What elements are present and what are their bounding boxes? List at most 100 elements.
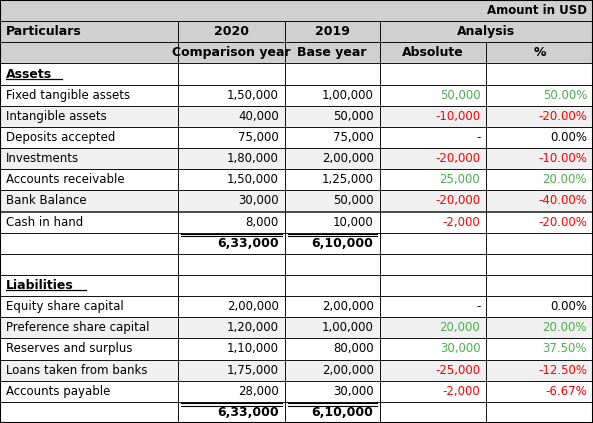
Text: -12.50%: -12.50%: [538, 364, 587, 376]
Text: Analysis: Analysis: [457, 25, 515, 38]
Bar: [0, 127, 593, 148]
Text: -20,000: -20,000: [435, 152, 480, 165]
Text: -20.00%: -20.00%: [538, 110, 587, 123]
Text: 37.50%: 37.50%: [543, 343, 587, 355]
Text: 2,00,000: 2,00,000: [322, 152, 374, 165]
Bar: [0, 85, 178, 106]
Text: 1,80,000: 1,80,000: [227, 152, 279, 165]
Bar: [285, 63, 380, 85]
Bar: [380, 296, 486, 317]
Text: Loans taken from banks: Loans taken from banks: [6, 364, 148, 376]
Text: -20.00%: -20.00%: [538, 216, 587, 228]
Bar: [380, 212, 486, 233]
Bar: [486, 317, 593, 338]
Text: 30,000: 30,000: [238, 195, 279, 207]
Bar: [486, 254, 593, 275]
Text: 6,10,000: 6,10,000: [312, 237, 374, 250]
Bar: [486, 127, 593, 148]
Bar: [0, 148, 178, 169]
Bar: [178, 275, 285, 296]
Text: 1,75,000: 1,75,000: [227, 364, 279, 376]
Text: 25,000: 25,000: [439, 173, 480, 186]
Bar: [380, 275, 486, 296]
Text: 20,000: 20,000: [439, 321, 480, 334]
Bar: [0, 275, 593, 296]
Bar: [285, 338, 380, 360]
Bar: [285, 190, 380, 212]
Bar: [0, 275, 178, 296]
Text: 2019: 2019: [315, 25, 349, 38]
Text: 6,10,000: 6,10,000: [312, 406, 374, 419]
Bar: [0, 63, 593, 85]
Text: -10.00%: -10.00%: [538, 152, 587, 165]
Bar: [285, 381, 380, 402]
Bar: [178, 381, 285, 402]
Bar: [0, 233, 178, 254]
Bar: [0, 106, 593, 127]
Bar: [0, 63, 178, 85]
Bar: [285, 360, 380, 381]
Bar: [0, 42, 178, 63]
Text: 2,00,000: 2,00,000: [322, 364, 374, 376]
Bar: [486, 360, 593, 381]
Bar: [0, 296, 593, 317]
Bar: [0, 233, 593, 254]
Bar: [486, 106, 593, 127]
Bar: [0, 21, 178, 42]
Bar: [0, 0, 593, 21]
Text: 1,00,000: 1,00,000: [322, 89, 374, 102]
Text: -10,000: -10,000: [435, 110, 480, 123]
Bar: [380, 402, 486, 423]
Bar: [0, 381, 593, 402]
Bar: [486, 402, 593, 423]
Text: Base year: Base year: [297, 47, 367, 59]
Bar: [0, 254, 178, 275]
Bar: [178, 402, 285, 423]
Bar: [0, 190, 178, 212]
Text: 2,00,000: 2,00,000: [322, 300, 374, 313]
Bar: [0, 0, 593, 21]
Text: Accounts payable: Accounts payable: [6, 385, 110, 398]
Text: -6.67%: -6.67%: [546, 385, 587, 398]
Text: 2,00,000: 2,00,000: [227, 300, 279, 313]
Text: 20.00%: 20.00%: [543, 321, 587, 334]
Text: 20.00%: 20.00%: [543, 173, 587, 186]
Bar: [0, 360, 593, 381]
Bar: [380, 190, 486, 212]
Bar: [178, 42, 285, 63]
Text: 30,000: 30,000: [333, 385, 374, 398]
Bar: [0, 296, 178, 317]
Text: 50,000: 50,000: [439, 89, 480, 102]
Text: -2,000: -2,000: [442, 216, 480, 228]
Bar: [380, 127, 486, 148]
Bar: [178, 169, 285, 190]
Bar: [178, 233, 285, 254]
Text: Absolute: Absolute: [402, 47, 464, 59]
Bar: [178, 338, 285, 360]
Text: Deposits accepted: Deposits accepted: [6, 131, 115, 144]
Bar: [486, 148, 593, 169]
Bar: [0, 317, 178, 338]
Text: 6,33,000: 6,33,000: [217, 237, 279, 250]
Bar: [0, 254, 593, 275]
Bar: [0, 85, 593, 106]
Text: %: %: [533, 47, 546, 59]
Text: 1,20,000: 1,20,000: [227, 321, 279, 334]
Text: Particulars: Particulars: [6, 25, 82, 38]
Bar: [0, 212, 593, 233]
Bar: [0, 190, 593, 212]
Text: 50,000: 50,000: [333, 110, 374, 123]
Bar: [486, 85, 593, 106]
Text: 1,25,000: 1,25,000: [321, 173, 374, 186]
Text: Fixed tangible assets: Fixed tangible assets: [6, 89, 130, 102]
Text: 50.00%: 50.00%: [543, 89, 587, 102]
Text: Cash in hand: Cash in hand: [6, 216, 83, 228]
Bar: [380, 254, 486, 275]
Bar: [0, 21, 593, 42]
Bar: [380, 85, 486, 106]
Text: Bank Balance: Bank Balance: [6, 195, 87, 207]
Text: 1,10,000: 1,10,000: [227, 343, 279, 355]
Bar: [178, 212, 285, 233]
Bar: [0, 169, 593, 190]
Text: Investments: Investments: [6, 152, 79, 165]
